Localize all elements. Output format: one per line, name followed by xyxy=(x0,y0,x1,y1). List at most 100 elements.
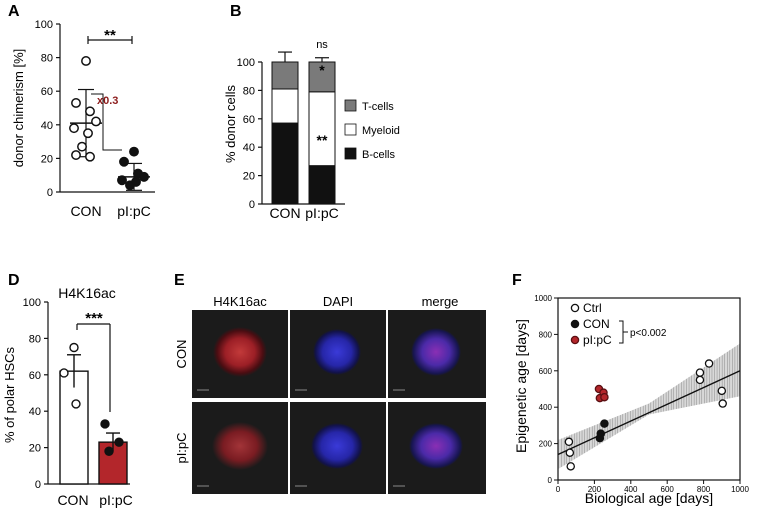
panel-f-ytick-label: 1000 xyxy=(534,294,552,303)
panel-f-xtick-label: 600 xyxy=(661,485,675,494)
panel-f-xtick-label: 0 xyxy=(556,485,561,494)
panel-d-data-point xyxy=(114,437,124,447)
panel-a-data-point xyxy=(129,146,139,157)
panel-d-bar xyxy=(59,370,89,485)
panel-d-sig-label: *** xyxy=(85,310,103,327)
panel-a-fold-label: x0.3 xyxy=(97,95,118,107)
panel-b-xlabel-con: CON xyxy=(269,205,300,221)
panel-a-data-point xyxy=(125,180,135,191)
panel-f-data-point xyxy=(695,375,705,385)
panel-f-data-point xyxy=(717,386,727,396)
panel-a-fold-bracket xyxy=(91,93,122,151)
panel-d-ylabel: % of polar HSCs xyxy=(2,346,17,443)
panel-f-ylabel: Epigenetic age [days] xyxy=(513,319,529,453)
panel-f-ytick-label: 800 xyxy=(539,330,553,339)
panel-f-data-point xyxy=(600,392,609,402)
panel-letter-a: A xyxy=(8,3,20,20)
panel-a-data-point xyxy=(85,151,95,162)
nucleus-pipc-dapi xyxy=(311,423,363,469)
panel-letter-d: D xyxy=(8,272,20,289)
panel-f-xlabel: Biological age [days] xyxy=(585,490,713,506)
panel-b-legend-swatch-bcells xyxy=(344,147,357,160)
panel-a-ytick-label: 100 xyxy=(35,19,53,31)
panel-b-ytick-label: 60 xyxy=(243,114,255,126)
panel-f-data-point xyxy=(600,419,609,428)
panel-f-fit-line xyxy=(557,370,741,456)
panel-f-data-point xyxy=(718,399,727,408)
panel-d-ytick-label: 40 xyxy=(29,406,41,418)
panel-a-ytick-label: 0 xyxy=(47,187,53,199)
panel-f-chart: Epigenetic age [days] Biological age [da… xyxy=(513,294,749,506)
panel-d-data-point xyxy=(59,368,69,378)
panel-a-ytick-label: 20 xyxy=(41,153,53,165)
panel-b-xlabel-pipc: pI:pC xyxy=(305,205,338,221)
panel-f-xtick-label: 1000 xyxy=(731,485,749,494)
panel-f-ytick-label: 0 xyxy=(548,476,553,485)
panel-a-data-point xyxy=(81,56,91,66)
panel-f-legend-marker-con xyxy=(570,319,580,329)
panel-f-ytick-label: 200 xyxy=(539,440,553,449)
panel-a-data-point xyxy=(91,116,101,127)
panel-d-ytick-label: 0 xyxy=(35,479,41,491)
panel-b-bar-segment xyxy=(308,165,336,205)
panel-b-ytick-label: 100 xyxy=(237,57,255,69)
nucleus-con-h4k16ac xyxy=(213,327,267,377)
panel-f-xtick-label: 400 xyxy=(624,485,638,494)
panel-a-ytick-label: 60 xyxy=(41,86,53,98)
panel-b-bar-segment xyxy=(271,88,299,124)
panel-a-data-point xyxy=(119,156,129,167)
panel-b-top-sig: ns xyxy=(316,39,328,51)
panel-a-data-point xyxy=(85,106,95,117)
nucleus-pipc-h4k16ac xyxy=(212,422,268,470)
panel-f-xtick-label: 800 xyxy=(697,485,711,494)
panel-d-data-point xyxy=(69,342,79,353)
panel-b-ytick-label: 0 xyxy=(249,199,255,211)
panel-d-ytick-label: 60 xyxy=(29,370,41,382)
panel-e-col-merge: merge xyxy=(422,294,459,309)
nucleus-con-dapi xyxy=(313,329,361,375)
panel-f-axes-frame xyxy=(557,297,741,481)
panel-e-row-con: CON xyxy=(174,340,189,369)
panel-b-bar-segment xyxy=(308,61,336,93)
panel-f-legend-bracket xyxy=(619,320,624,344)
panel-f-legend-con: CON xyxy=(583,317,610,331)
panel-a-ylabel: donor chimerism [%] xyxy=(11,49,26,167)
panel-a-ytick-label: 80 xyxy=(41,53,53,65)
panel-d-ytick-label: 20 xyxy=(29,443,41,455)
panel-e-col-dapi: DAPI xyxy=(323,294,353,309)
panel-a-data-point xyxy=(69,123,79,134)
panel-f-data-point xyxy=(565,448,575,457)
panel-a-data-point xyxy=(139,171,149,182)
panel-d-ytick-label: 100 xyxy=(23,297,41,309)
panel-d-xlabel-pipc: pI:pC xyxy=(99,492,132,508)
panel-b-legend-bcells: B-cells xyxy=(362,149,396,161)
panel-f-xtick-label: 200 xyxy=(588,485,602,494)
panel-b-ytick-label: 20 xyxy=(243,171,255,183)
panel-b-ytick-label: 80 xyxy=(243,85,255,97)
panel-b-tcell-sig: * xyxy=(319,62,325,78)
panel-a-chart: donor chimerism [%] 0 20 40 60 80 100 CON pI:… xyxy=(11,19,155,219)
panel-d-ytick-label: 80 xyxy=(29,333,41,345)
panel-a-sig-label: ** xyxy=(104,27,116,44)
panel-e-image-grid: H4K16ac DAPI merge CON pI:pC xyxy=(174,294,486,494)
panel-a-data-point xyxy=(71,98,81,108)
panel-f-ytick-label: 600 xyxy=(539,367,553,376)
panel-d-title: H4K16ac xyxy=(58,285,116,301)
panel-f-legend-pipc: pI:pC xyxy=(583,333,612,347)
panel-e-row-pipc: pI:pC xyxy=(174,432,189,463)
panel-a-data-point xyxy=(77,141,87,152)
panel-b-bar-segment xyxy=(308,91,336,167)
panel-d-data-point xyxy=(71,399,81,409)
panel-a-data-point xyxy=(117,175,127,186)
panel-f-data-point xyxy=(566,462,575,471)
nucleus-pipc-merge xyxy=(409,423,463,469)
panel-f-data-point xyxy=(564,437,574,447)
panel-b-legend-tcells: T-cells xyxy=(362,101,394,113)
panel-letter-f: F xyxy=(512,272,522,289)
panel-a-data-point xyxy=(71,150,81,160)
panel-b-legend-swatch-tcells xyxy=(344,99,357,112)
panel-f-data-point xyxy=(704,359,714,368)
panel-a-xlabel-pipc: pI:pC xyxy=(117,203,150,219)
panel-f-legend-marker-ctrl xyxy=(570,303,580,313)
